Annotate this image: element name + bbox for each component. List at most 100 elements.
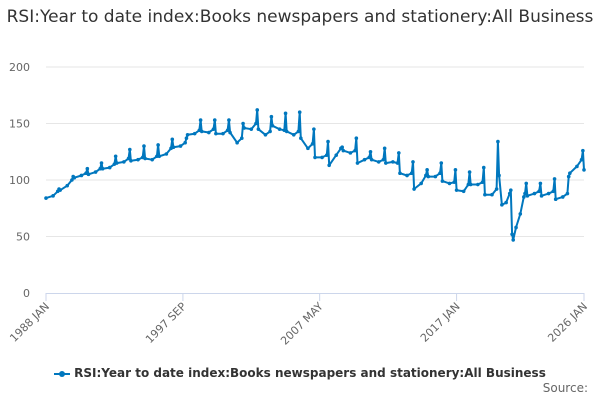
data-point	[532, 191, 537, 196]
x-tick-label: 2017 JAN	[418, 300, 463, 345]
data-point	[504, 200, 508, 205]
data-point	[412, 187, 416, 191]
data-point	[70, 178, 74, 182]
data-point	[249, 127, 254, 131]
data-point	[143, 156, 147, 161]
data-point	[476, 182, 480, 187]
data-point	[113, 154, 118, 159]
data-point	[269, 114, 274, 119]
data-point	[500, 203, 504, 207]
data-point	[560, 195, 565, 199]
data-point	[553, 197, 558, 202]
data-point	[221, 131, 225, 136]
y-tick-label: 0	[23, 287, 30, 300]
data-point	[514, 225, 518, 230]
data-point	[51, 194, 55, 198]
data-point	[100, 166, 105, 171]
data-point	[353, 148, 357, 153]
legend-item[interactable]: RSI:Year to date index:Books newspapers …	[0, 366, 600, 380]
data-point	[263, 133, 268, 137]
data-point	[99, 161, 104, 165]
data-point	[313, 155, 317, 160]
data-point	[575, 164, 579, 169]
data-point	[310, 142, 315, 146]
data-point	[440, 179, 445, 183]
data-point	[225, 128, 230, 133]
data-point	[438, 171, 442, 176]
data-point	[447, 181, 452, 186]
data-point	[497, 173, 501, 178]
data-point	[391, 160, 395, 164]
data-point	[270, 123, 275, 128]
data-point	[426, 174, 431, 179]
data-point	[268, 129, 272, 134]
source-label: Source:	[542, 381, 588, 395]
data-point	[398, 171, 402, 176]
data-point	[522, 195, 526, 199]
data-point	[327, 163, 331, 168]
data-point	[65, 183, 70, 188]
data-point	[507, 191, 512, 196]
data-point	[539, 194, 544, 198]
x-tick-label: 1997 SEP	[143, 300, 189, 346]
data-point	[355, 161, 360, 165]
data-point	[72, 175, 77, 180]
data-point	[546, 191, 551, 196]
series-layer	[44, 108, 586, 242]
data-point	[382, 146, 387, 151]
data-point	[164, 152, 169, 156]
data-point	[240, 136, 244, 140]
data-point	[235, 140, 239, 145]
data-point	[185, 133, 190, 137]
data-point	[425, 168, 429, 172]
data-point	[481, 165, 486, 170]
data-point	[510, 232, 514, 237]
data-point	[480, 180, 485, 185]
data-point	[170, 137, 175, 142]
data-point	[368, 149, 373, 154]
data-point	[284, 129, 289, 134]
data-point	[525, 194, 530, 198]
y-tick-label: 150	[9, 118, 30, 131]
data-point	[552, 177, 557, 181]
x-axis: 1988 JAN 1997 SEP 2007 MAY 2017 JAN 2026 JAN	[7, 293, 590, 348]
data-point	[581, 148, 585, 153]
data-point	[376, 160, 381, 164]
gridlines	[46, 66, 584, 237]
data-point	[198, 118, 203, 122]
data-point	[467, 170, 472, 174]
data-point	[494, 187, 499, 191]
data-point	[524, 181, 529, 186]
data-point	[184, 136, 189, 140]
data-point	[178, 144, 183, 148]
data-point	[136, 157, 140, 162]
data-point	[383, 161, 388, 165]
data-point	[207, 130, 211, 135]
data-point	[58, 188, 62, 192]
data-point	[283, 111, 288, 116]
data-point	[523, 191, 527, 196]
data-point	[490, 192, 494, 197]
data-point	[79, 173, 84, 178]
data-point	[518, 212, 523, 216]
data-point	[299, 136, 303, 140]
data-point	[157, 154, 162, 159]
data-point	[565, 191, 570, 196]
data-point	[568, 171, 572, 176]
legend-label: RSI:Year to date index:Books newspapers …	[74, 366, 546, 380]
data-point	[324, 153, 329, 157]
data-point	[537, 189, 541, 194]
data-point	[326, 139, 330, 144]
data-point	[242, 126, 247, 130]
x-tick-label: 2026 JAN	[545, 300, 590, 345]
data-point	[214, 131, 218, 136]
data-point	[129, 158, 133, 163]
data-point	[439, 161, 444, 165]
data-point	[306, 146, 310, 151]
data-point	[483, 192, 487, 197]
data-point	[156, 143, 160, 147]
data-point	[93, 170, 98, 174]
data-point	[44, 196, 48, 200]
data-point	[362, 157, 367, 162]
